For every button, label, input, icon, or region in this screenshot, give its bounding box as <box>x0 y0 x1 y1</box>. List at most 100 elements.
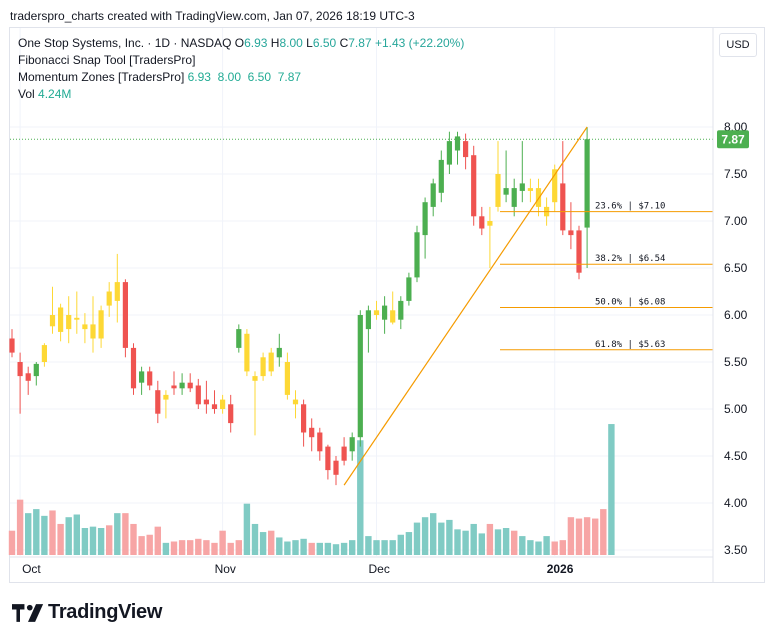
candle <box>309 418 315 452</box>
volume-bar <box>454 529 461 555</box>
candle <box>228 394 234 433</box>
candle-body <box>422 202 428 236</box>
candle-body <box>527 188 533 191</box>
currency-button[interactable]: USD <box>719 33 757 57</box>
candle-body <box>438 159 444 193</box>
volume-bar <box>324 542 332 555</box>
volume-bar <box>25 513 32 555</box>
candle-body <box>228 404 234 424</box>
candle <box>438 150 444 203</box>
candle <box>560 141 566 236</box>
volume-bar <box>284 541 291 555</box>
candle-body <box>17 362 23 377</box>
volume-bar <box>203 540 210 555</box>
candle-body <box>560 183 566 231</box>
volume-bar <box>292 540 299 555</box>
candle-body <box>9 338 15 353</box>
volume-bar <box>106 525 113 555</box>
volume-bar <box>567 517 575 555</box>
volume-bar <box>446 519 453 555</box>
candle-body <box>171 385 177 389</box>
candle <box>357 310 363 447</box>
volume-label: Vol <box>18 87 35 101</box>
indicator-volume[interactable]: Vol 4.24M <box>18 86 464 103</box>
candle-body <box>179 382 185 389</box>
candle-body <box>584 139 590 228</box>
indicator-fib-snap[interactable]: Fibonacci Snap Tool [TradersPro] <box>18 53 196 67</box>
candle <box>236 324 242 353</box>
candle <box>33 362 39 386</box>
volume-bar <box>81 528 89 555</box>
open-label: O <box>234 36 245 50</box>
candle <box>463 133 469 170</box>
candle <box>179 373 185 395</box>
candle-body <box>463 141 469 158</box>
volume-bar <box>470 523 477 555</box>
open-value: 6.93 <box>244 36 268 50</box>
candle-body <box>211 404 218 409</box>
volume-bar <box>16 499 24 555</box>
candle-body <box>139 371 145 383</box>
candle-body <box>98 310 104 339</box>
last-price-tag-label: 7.87 <box>721 133 745 147</box>
close-value: 7.87 <box>348 36 372 50</box>
volume-bar <box>227 542 234 555</box>
candle-body <box>33 363 39 377</box>
volume-bar <box>57 523 64 555</box>
chart-frame <box>9 27 765 583</box>
tradingview-wordmark: TradingView <box>48 601 163 623</box>
candle <box>341 437 347 466</box>
candle-body <box>252 376 258 381</box>
volume-bar <box>243 503 251 555</box>
volume-bar <box>389 540 396 555</box>
volume-bar <box>178 540 186 555</box>
candle <box>284 352 290 400</box>
volume-bar <box>478 533 485 555</box>
candle-body <box>106 291 112 306</box>
volume-bar <box>259 532 267 555</box>
volume-bar <box>551 541 558 555</box>
candle <box>276 333 282 367</box>
candle <box>98 305 104 348</box>
time-tick-label: Oct <box>22 562 41 576</box>
candle-body <box>390 310 396 323</box>
indicator-momentum-zones[interactable]: Momentum Zones [TradersPro] 6.93 8.00 6.… <box>18 69 464 86</box>
volume-bar <box>600 509 607 555</box>
price-tick-label: 3.50 <box>724 543 748 557</box>
volume-bar <box>430 513 437 555</box>
candle-body <box>130 347 137 389</box>
last-price-tag-bg <box>717 130 749 149</box>
price-tick-label: 7.00 <box>724 214 748 228</box>
candle <box>268 347 274 377</box>
candle-body <box>268 352 274 372</box>
candle-body <box>203 399 209 405</box>
candle-body <box>382 305 388 320</box>
volume-bar <box>195 538 202 555</box>
candle-body <box>487 221 493 226</box>
candle <box>325 444 331 480</box>
trend-line <box>343 126 588 486</box>
volume-bar <box>535 541 542 555</box>
candle <box>41 343 47 367</box>
volume-bar <box>49 510 56 555</box>
volume-bar <box>41 515 48 555</box>
candle-body <box>576 230 582 273</box>
candle <box>252 371 258 436</box>
candle-body <box>471 155 477 217</box>
candle <box>495 141 501 212</box>
candle-body <box>25 373 31 381</box>
fibonacci-levels: 23.6% | $7.10 38.2% | $6.54 50.0% | $6.08 6… <box>500 202 713 351</box>
candle-body <box>163 394 169 400</box>
candle-body <box>236 329 242 348</box>
candle <box>203 380 209 414</box>
candle <box>9 329 15 358</box>
candle <box>487 206 493 268</box>
candle-body <box>41 345 47 362</box>
candle-body <box>187 382 193 389</box>
legend-symbol-row[interactable]: One Stop Systems, Inc. · 1D · NASDAQ O6.… <box>18 35 464 52</box>
volume-bar <box>340 542 348 555</box>
candle <box>365 305 371 353</box>
candle <box>349 432 355 461</box>
volume-bar <box>122 513 129 555</box>
